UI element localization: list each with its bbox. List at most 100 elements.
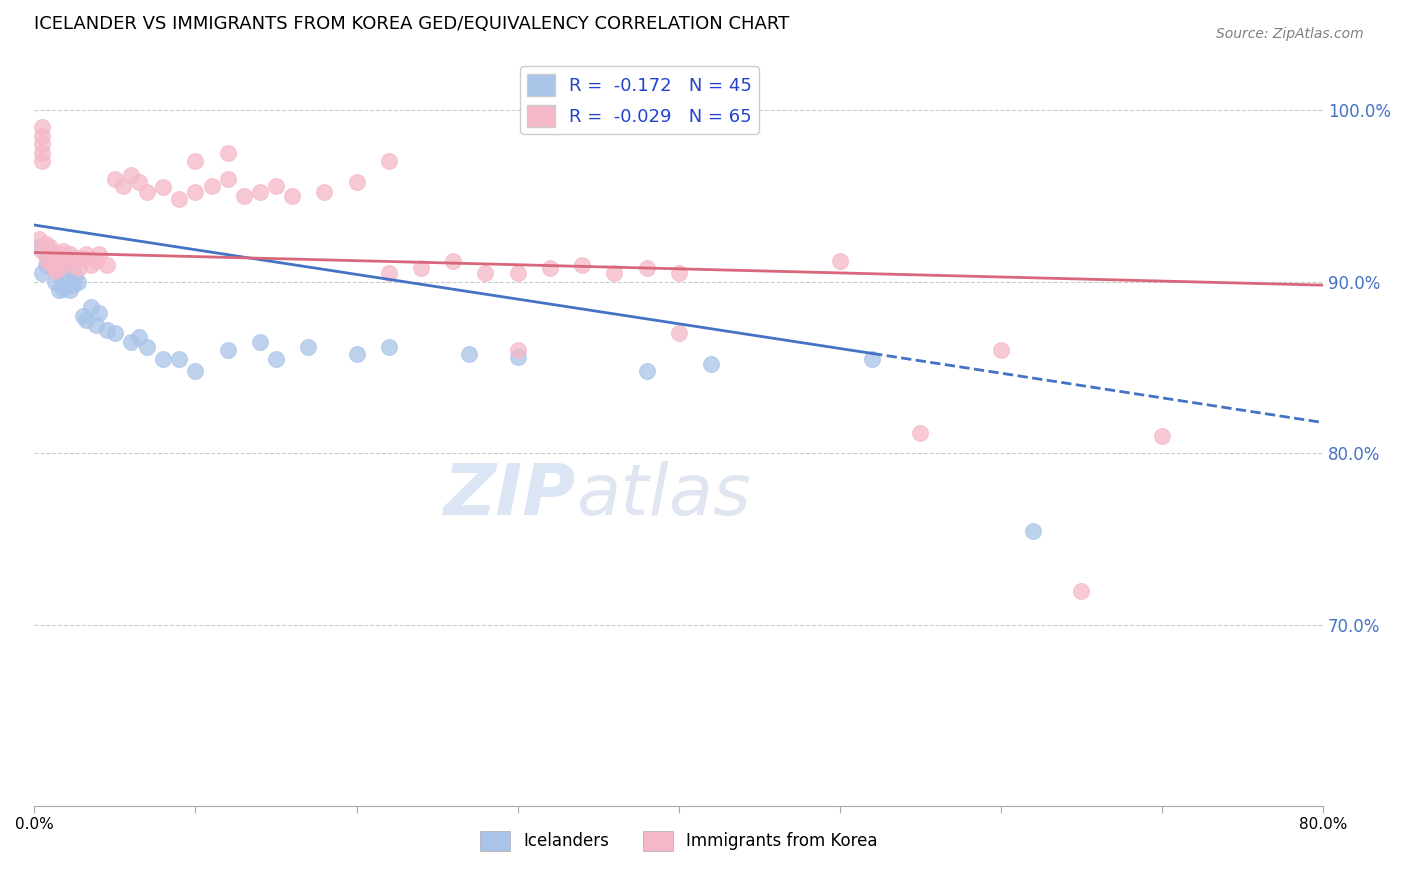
Point <box>66 275 89 289</box>
Point <box>75 247 97 261</box>
Point <box>55 271 77 285</box>
Point <box>48 247 70 261</box>
Point <box>184 364 207 378</box>
Point <box>59 283 82 297</box>
Point <box>45 254 67 268</box>
Point <box>232 189 254 203</box>
Point <box>264 178 287 193</box>
Point <box>52 282 75 296</box>
Point <box>346 175 368 189</box>
Point <box>249 186 271 200</box>
Point <box>217 145 239 160</box>
Point <box>409 260 432 275</box>
Point <box>62 258 84 272</box>
Point <box>441 254 464 268</box>
Point <box>49 260 72 275</box>
Point <box>281 189 304 203</box>
Point <box>44 275 66 289</box>
Point <box>63 268 86 282</box>
Point <box>378 154 401 169</box>
Point <box>152 180 174 194</box>
Point <box>169 351 191 366</box>
Point <box>72 251 94 265</box>
Point <box>49 258 72 272</box>
Point <box>31 145 53 160</box>
Point <box>31 128 53 143</box>
Point <box>184 186 207 200</box>
Point <box>1022 524 1045 538</box>
Point <box>59 247 82 261</box>
Text: Source: ZipAtlas.com: Source: ZipAtlas.com <box>1216 27 1364 41</box>
Point <box>152 351 174 366</box>
Point <box>55 254 77 268</box>
Point <box>128 329 150 343</box>
Point <box>314 186 336 200</box>
Point <box>378 266 401 280</box>
Point <box>37 249 59 263</box>
Point <box>378 340 401 354</box>
Point <box>80 301 103 315</box>
Point <box>249 334 271 349</box>
Point <box>39 240 62 254</box>
Point <box>128 175 150 189</box>
Point <box>96 258 118 272</box>
Point <box>38 247 60 261</box>
Point <box>62 278 84 293</box>
Point <box>668 266 690 280</box>
Point <box>120 168 142 182</box>
Point <box>39 244 62 258</box>
Point <box>31 137 53 152</box>
Point <box>538 260 561 275</box>
Point <box>31 154 53 169</box>
Point <box>200 178 222 193</box>
Point <box>41 258 63 272</box>
Point <box>69 260 91 275</box>
Point <box>28 240 51 254</box>
Point <box>603 266 626 280</box>
Point <box>51 269 73 284</box>
Point <box>860 351 883 366</box>
Point <box>84 254 107 268</box>
Point <box>48 283 70 297</box>
Point <box>104 326 127 341</box>
Point <box>72 309 94 323</box>
Point <box>297 340 319 354</box>
Point <box>169 192 191 206</box>
Text: atlas: atlas <box>575 461 751 530</box>
Point <box>571 258 593 272</box>
Point <box>53 260 76 275</box>
Point <box>636 364 658 378</box>
Point <box>1070 583 1092 598</box>
Point <box>41 260 63 275</box>
Point <box>217 171 239 186</box>
Point <box>84 318 107 332</box>
Point <box>38 252 60 267</box>
Text: ZIP: ZIP <box>443 461 575 530</box>
Point <box>136 340 159 354</box>
Point <box>34 258 56 272</box>
Point <box>42 251 65 265</box>
Point <box>346 347 368 361</box>
Point <box>184 154 207 169</box>
Point <box>80 258 103 272</box>
Point <box>990 343 1012 358</box>
Point <box>37 254 59 268</box>
Point <box>111 178 134 193</box>
Point <box>910 425 932 440</box>
Point <box>104 171 127 186</box>
Point <box>31 120 53 135</box>
Point <box>1150 429 1173 443</box>
Text: ICELANDER VS IMMIGRANTS FROM KOREA GED/EQUIVALENCY CORRELATION CHART: ICELANDER VS IMMIGRANTS FROM KOREA GED/E… <box>34 15 790 33</box>
Point <box>700 357 723 371</box>
Point <box>31 244 53 258</box>
Point <box>264 351 287 366</box>
Point <box>44 264 66 278</box>
Point <box>506 266 529 280</box>
Point <box>65 251 87 265</box>
Point <box>636 260 658 275</box>
Point <box>136 186 159 200</box>
Point <box>828 254 851 268</box>
Legend: R =  -0.172   N = 45, R =  -0.029   N = 65: R = -0.172 N = 45, R = -0.029 N = 65 <box>520 66 759 134</box>
Point <box>34 236 56 251</box>
Point <box>668 326 690 341</box>
